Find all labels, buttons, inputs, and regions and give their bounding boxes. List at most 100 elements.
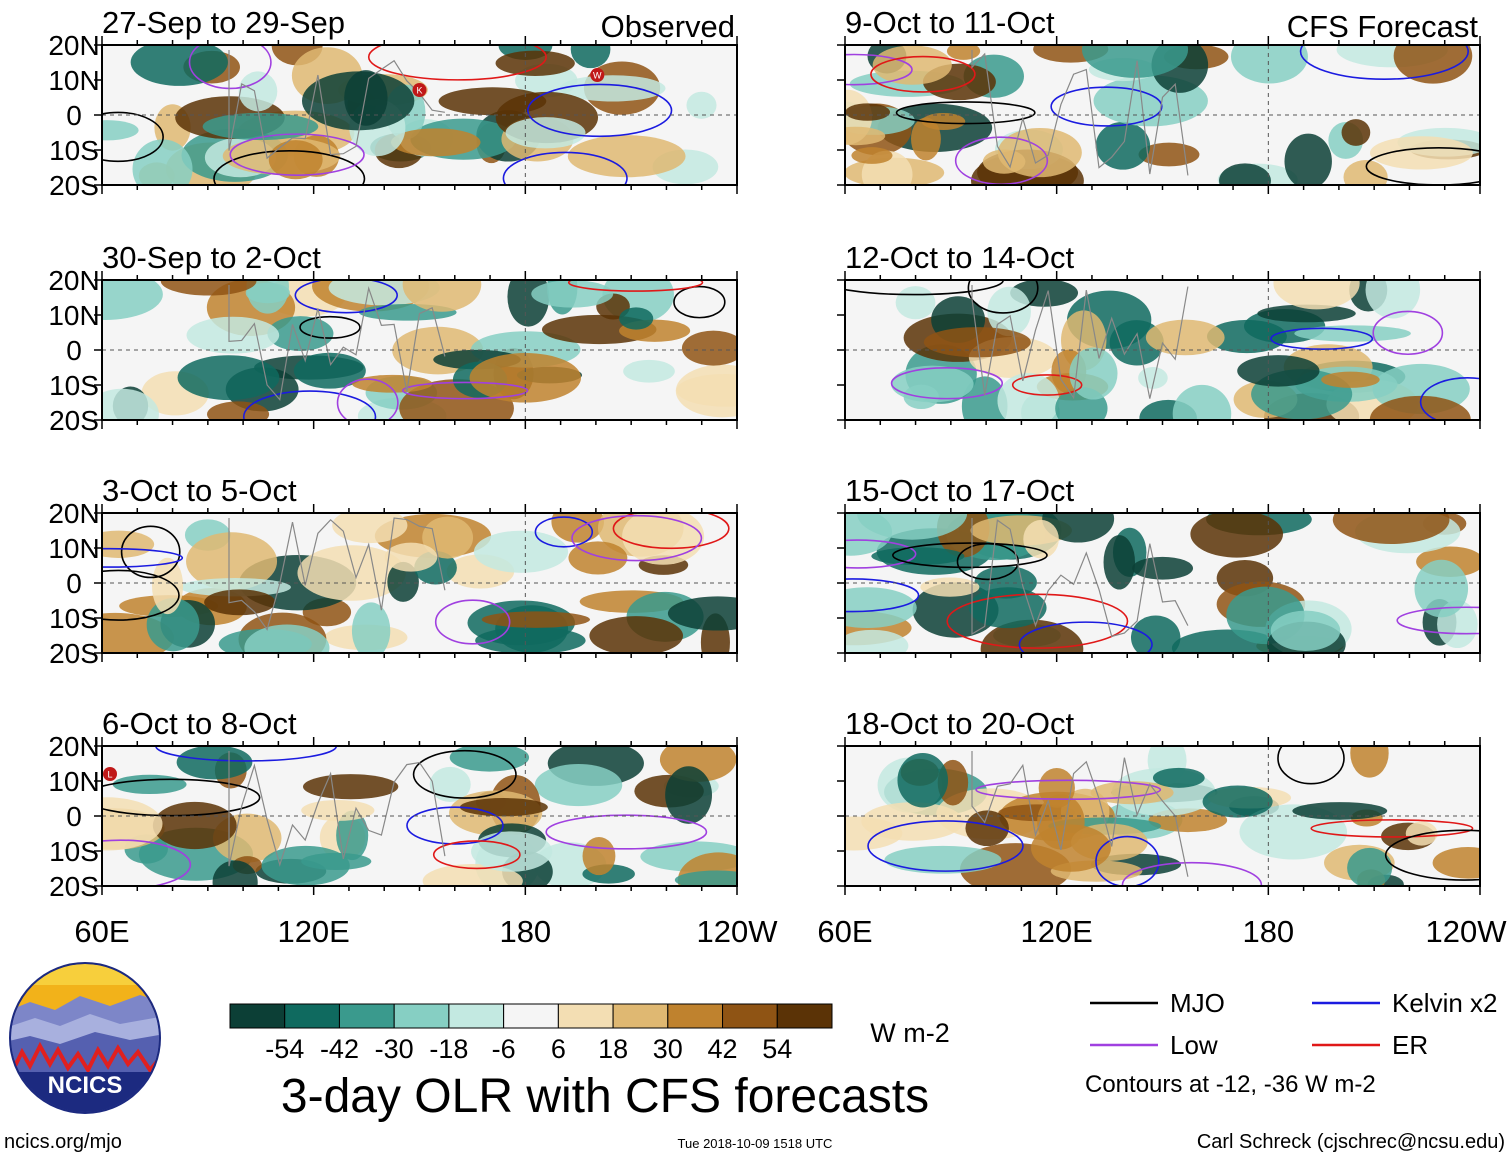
y-tick-label: 0: [66, 100, 82, 131]
legend-label: Low: [1170, 1030, 1218, 1060]
colorbar-label: -6: [492, 1034, 516, 1064]
x-tick-label: 60E: [74, 914, 129, 949]
contour-line: [1095, 835, 1160, 886]
olr-anomaly-blob: [1284, 133, 1332, 185]
olr-anomaly-blob: [851, 147, 893, 164]
x-tick-label: 120W: [1426, 914, 1508, 949]
y-tick-label: 20S: [49, 405, 99, 436]
panel-4: 20N 10N 0 10S 20S 6-Oct to 8-Oct L: [48, 706, 738, 902]
olr-anomaly-blob: [1081, 45, 1189, 78]
olr-anomaly-blob: [422, 516, 474, 559]
contour-line: [612, 513, 730, 550]
contour-line: [946, 593, 1129, 649]
olr-anomaly-blob: [1257, 304, 1356, 323]
olr-anomaly-blob: [897, 752, 949, 808]
olr-anomaly-blob: [872, 45, 952, 85]
olr-anomaly-blob: [186, 316, 280, 354]
contour-line: [102, 778, 261, 817]
panel-5: 9-Oct to 11-Oct CFS Forecast: [837, 5, 1481, 194]
contour-line: [294, 280, 398, 314]
legend-label: ER: [1392, 1030, 1428, 1060]
olr-anomaly-blob: [102, 388, 159, 420]
colorbar-swatch: [503, 1003, 559, 1029]
contour-line: [1419, 377, 1480, 420]
olr-anomaly-blob: [152, 801, 237, 850]
olr-anomaly-field: [845, 513, 1480, 653]
x-tick-label: 120E: [1020, 914, 1092, 949]
olr-anomaly-blob: [1023, 519, 1059, 559]
contour-line: [1011, 374, 1083, 396]
contour-line: [1396, 606, 1480, 635]
olr-anomaly-blob: [551, 513, 604, 543]
colorbar-label: -54: [265, 1034, 304, 1064]
olr-anomaly-blob: [132, 139, 193, 185]
legend: MJO Kelvin x2 Low ER: [1090, 988, 1498, 1060]
olr-anomaly-blob: [980, 619, 1084, 653]
coastline: [971, 518, 1189, 638]
y-tick-label: 10N: [48, 300, 99, 331]
olr-anomaly-blob: [965, 810, 1009, 847]
olr-anomaly-blob: [244, 624, 330, 653]
olr-anomaly-blob: [1321, 371, 1380, 388]
storm-marker-label: W: [593, 71, 602, 81]
contour-line: [892, 542, 1048, 569]
y-tick-label: 0: [66, 568, 82, 599]
olr-anomaly-blob: [1347, 847, 1393, 886]
contour-line: [890, 366, 1004, 400]
olr-anomaly-blob: [686, 91, 717, 119]
olr-anomaly-blob: [1095, 121, 1151, 170]
olr-anomaly-blob: [921, 113, 966, 131]
olr-anomaly-blob: [336, 810, 369, 861]
olr-anomaly-blob: [1237, 355, 1320, 387]
contour-line: [527, 83, 673, 138]
colorbar-swatch: [393, 1003, 450, 1029]
olr-anomaly-blob: [177, 355, 280, 401]
panel-3: 20N 10N 0 10S 20S 3-Oct to 5-Oct: [48, 473, 738, 669]
olr-anomaly-blob: [667, 596, 737, 631]
olr-anomaly-field: [102, 513, 737, 653]
olr-anomaly-blob: [1219, 163, 1271, 185]
olr-anomaly-blob: [1343, 160, 1388, 185]
olr-anomaly-blob: [481, 611, 590, 628]
olr-anomaly-blob: [402, 280, 482, 312]
olr-anomaly-blob: [344, 70, 388, 126]
olr-anomaly-blob: [619, 307, 654, 330]
olr-anomaly-blob: [438, 87, 547, 116]
olr-anomaly-blob: [471, 831, 553, 872]
colorbar-swatch: [338, 1003, 395, 1029]
olr-anomaly-blob: [589, 616, 684, 653]
contour-line: [188, 45, 272, 90]
contour-line: [1050, 86, 1163, 127]
storm-marker: [412, 83, 427, 97]
contour-line: [102, 547, 184, 568]
panel-8: 18-Oct to 20-Oct: [837, 706, 1481, 895]
y-tick-label: 20N: [48, 731, 99, 762]
colorbar-label: 30: [653, 1034, 683, 1064]
olr-anomaly-blob: [531, 280, 614, 308]
olr-anomaly-blob: [1038, 767, 1075, 808]
olr-anomaly-blob: [332, 513, 408, 544]
coastline: [971, 285, 1189, 400]
olr-anomaly-blob: [301, 799, 375, 821]
storm-marker: [590, 68, 605, 82]
colorbar-label: 6: [551, 1034, 566, 1064]
contour-line: [412, 749, 517, 799]
olr-anomaly-blob: [1207, 319, 1287, 354]
panel-date-label: 6-Oct to 8-Oct: [102, 706, 297, 741]
panel-7: 15-Oct to 17-Oct: [837, 473, 1481, 662]
olr-anomaly-blob: [102, 280, 163, 320]
olr-anomaly-blob: [449, 746, 530, 772]
olr-anomaly-blob: [1172, 384, 1232, 420]
olr-anomaly-blob: [207, 401, 270, 420]
olr-anomaly-field: [845, 746, 1480, 886]
ncics-logo: NCICS: [9, 962, 161, 1114]
panel-group-label: Observed: [601, 9, 735, 44]
colorbar: -54 -42 -30 -18 -6 6 18 30 42 54: [229, 1003, 833, 1064]
y-tick-label: 10S: [49, 603, 99, 634]
colorbar-unit: W m-2: [870, 1018, 949, 1048]
panel-date-label: 12-Oct to 14-Oct: [845, 240, 1075, 275]
coastline: [228, 517, 446, 631]
y-tick-label: 10N: [48, 65, 99, 96]
olr-anomaly-blob: [267, 316, 334, 351]
